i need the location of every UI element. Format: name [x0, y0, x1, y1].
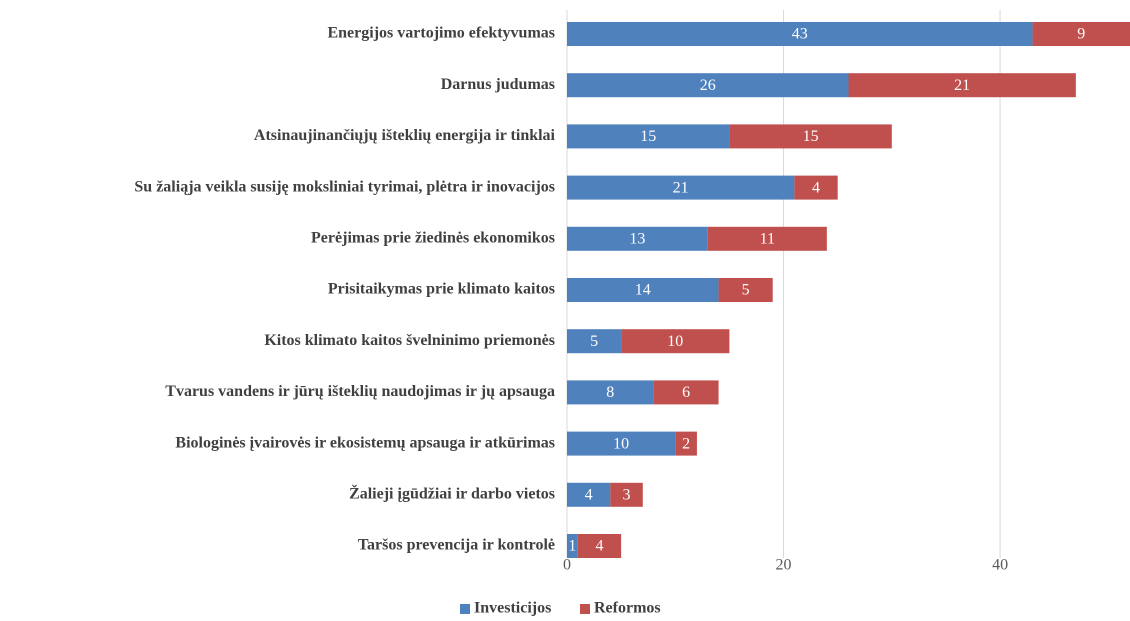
- y-tick-label: Kitos klimato kaitos švelninimo priemonė…: [264, 332, 555, 349]
- data-label: 2: [682, 435, 690, 452]
- bar-segment: [794, 175, 838, 200]
- x-tick-label: 0: [563, 557, 571, 574]
- data-label: 10: [667, 333, 683, 350]
- bar-segment: [567, 124, 730, 149]
- data-label: 5: [590, 333, 598, 350]
- bar-segment: [567, 226, 708, 251]
- bar-segment: [567, 73, 849, 98]
- bar-segment: [567, 175, 795, 200]
- data-label: 13: [629, 230, 645, 247]
- bar-segment: [1032, 22, 1130, 46]
- data-label: 1: [568, 538, 576, 555]
- y-tick-label: Biologinės įvairovės ir ekosistemų apsau…: [175, 434, 555, 451]
- bar-segment: [675, 431, 697, 456]
- bar-segment: [567, 431, 676, 456]
- data-label: 21: [673, 179, 689, 196]
- y-tick-label: Prisitaikymas prie klimato kaitos: [328, 281, 555, 298]
- bar-segment: [848, 73, 1076, 98]
- data-label: 15: [803, 128, 819, 145]
- bar-segment: [567, 22, 1033, 46]
- y-tick-label: Žalieji įgūdžiai ir darbo vietos: [349, 483, 555, 502]
- legend-label: Reformos: [594, 600, 661, 617]
- legend-label: Investicijos: [474, 600, 551, 617]
- bar-segment: [567, 278, 719, 302]
- y-tick-label: Su žaliąja veikla susiję moksliniai tyri…: [134, 178, 555, 195]
- y-tick-label: Tvarus vandens ir jūrų išteklių naudojim…: [165, 383, 555, 400]
- data-label: 4: [595, 538, 603, 555]
- y-tick-label: Taršos prevencija ir kontrolė: [358, 537, 555, 554]
- data-label: 15: [640, 128, 656, 145]
- bar-segment: [653, 380, 719, 405]
- bar-segment: [567, 329, 622, 354]
- y-tick-label: Perėjimas prie žiedinės ekonomikos: [311, 229, 555, 246]
- bar-segment: [707, 226, 827, 251]
- x-tick-label: 40: [992, 557, 1008, 574]
- y-tick-label: Atsinaujinančiųjų išteklių energija ir t…: [254, 127, 556, 144]
- data-label: 21: [954, 77, 970, 94]
- bar-segment: [577, 534, 622, 558]
- bar-segment: [567, 482, 611, 507]
- bar-segment: [567, 534, 578, 558]
- data-label: 8: [606, 384, 614, 401]
- data-label: 4: [812, 179, 820, 196]
- bar-segment: [729, 124, 892, 149]
- bar-segment: [567, 380, 654, 405]
- y-tick-label: Energijos vartojimo efektyvumas: [327, 25, 555, 42]
- data-label: 14: [635, 282, 651, 299]
- data-label: 26: [700, 77, 716, 94]
- bar-segment: [610, 482, 643, 507]
- x-tick-label: 20: [776, 557, 792, 574]
- data-label: 11: [760, 230, 775, 247]
- data-label: 4: [585, 486, 593, 503]
- data-label: 5: [742, 282, 750, 299]
- data-label: 43: [792, 26, 808, 43]
- data-label: 10: [613, 435, 629, 452]
- legend-swatch: [580, 604, 590, 614]
- bar-segment: [718, 278, 773, 302]
- y-tick-label: Darnus judumas: [441, 76, 555, 93]
- data-label: 3: [623, 486, 631, 503]
- legend-swatch: [460, 604, 470, 614]
- bar-segment: [621, 329, 730, 354]
- data-label: 9: [1077, 26, 1085, 43]
- data-label: 6: [682, 384, 690, 401]
